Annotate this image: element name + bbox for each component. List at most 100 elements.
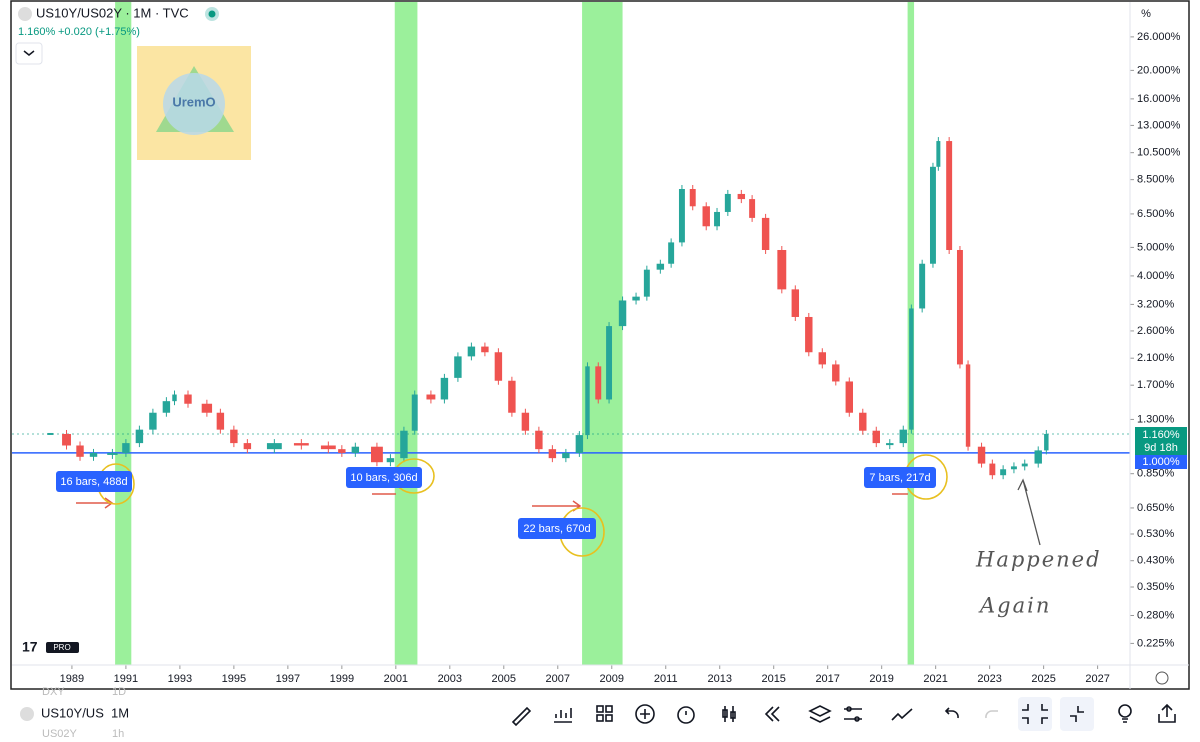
- x-tick-label: 1991: [114, 673, 138, 685]
- logo-circle: [163, 73, 225, 135]
- candle-body: [411, 394, 418, 431]
- y-tick-label: 0.530%: [1137, 528, 1175, 540]
- toolbar-icons[interactable]: [511, 697, 1176, 731]
- y-tick-label: 20.000%: [1137, 64, 1181, 76]
- tv-logo: 17: [22, 639, 38, 655]
- x-tick-label: 2025: [1031, 673, 1055, 685]
- toolbar-interval[interactable]: 1M: [111, 705, 129, 720]
- x-tick-label: 2011: [654, 673, 678, 685]
- candle-body: [76, 445, 84, 457]
- toolbar-symbol[interactable]: US10Y/US: [41, 705, 104, 720]
- candle-body: [965, 364, 971, 447]
- x-tick-label: 1999: [330, 673, 354, 685]
- candle-body: [1021, 463, 1028, 467]
- line-price-box: [1135, 455, 1187, 469]
- measure-label: 7 bars, 217d: [869, 472, 930, 484]
- candle-body: [370, 446, 383, 463]
- candle-body: [929, 166, 936, 264]
- candle-body: [1034, 450, 1042, 464]
- candle-body: [1000, 469, 1007, 476]
- candle-body: [62, 433, 71, 446]
- candle-body: [575, 435, 584, 453]
- candle-body: [1044, 433, 1049, 451]
- y-tick-label: 0.225%: [1137, 637, 1175, 649]
- chevron: [23, 50, 35, 56]
- candle-body: [454, 356, 462, 378]
- candle-body: [201, 403, 213, 413]
- y-tick-label: 10.500%: [1137, 147, 1181, 159]
- measure-label: 22 bars, 670d: [523, 523, 590, 535]
- candle-body: [989, 463, 996, 476]
- last-price-box: [1135, 427, 1187, 455]
- price: 1.160%: [18, 26, 56, 38]
- candle-body: [909, 308, 914, 430]
- ghost-text: 1h: [112, 728, 124, 737]
- y-tick-label: 6.500%: [1137, 208, 1175, 220]
- candle-body: [1010, 466, 1017, 470]
- symbol-title[interactable]: US10Y/US02Y · 1M · TVC: [36, 5, 189, 20]
- candle-body: [632, 296, 640, 301]
- y-tick-label: 0.650%: [1137, 502, 1175, 514]
- candle-body: [216, 412, 225, 430]
- highlight-band: [115, 2, 132, 665]
- candle-body: [618, 300, 627, 327]
- x-tick-label: 2023: [977, 673, 1001, 685]
- candle-body: [562, 452, 570, 459]
- candle-body: [135, 429, 144, 444]
- candle-body: [845, 381, 853, 413]
- collapse-button[interactable]: [15, 42, 43, 65]
- note-line: Happened: [975, 548, 1102, 572]
- y-tick-label: 4.000%: [1137, 270, 1175, 282]
- y-tick-label: 0.350%: [1137, 581, 1175, 593]
- candle-body: [977, 446, 986, 464]
- candle-body: [293, 443, 309, 446]
- y-tick-label: 0.280%: [1137, 609, 1175, 621]
- candle-body: [481, 346, 489, 353]
- y-tick-label: 0.850%: [1137, 468, 1175, 480]
- x-tick-label: 2015: [761, 673, 785, 685]
- candle-body: [595, 366, 602, 400]
- candle-body: [338, 449, 346, 453]
- symbol-icon: [18, 7, 32, 21]
- candle-body: [724, 193, 731, 212]
- candle-body: [919, 263, 926, 309]
- measure-label: 16 bars, 488d: [60, 476, 127, 488]
- highlight-band: [394, 2, 418, 665]
- pro-text: PRO: [53, 643, 70, 652]
- candle-body: [737, 193, 746, 200]
- x-tick-label: 1995: [222, 673, 246, 685]
- y-tick-label: 2.100%: [1137, 352, 1175, 364]
- candle-body: [946, 141, 953, 250]
- candle-body: [805, 316, 813, 353]
- candle-body: [899, 429, 907, 444]
- change: +0.020 (+1.75%): [58, 26, 140, 38]
- line-price: 1.000%: [1142, 456, 1180, 468]
- candle-body: [656, 263, 665, 270]
- candle-body: [467, 346, 476, 357]
- candle-body: [149, 412, 157, 430]
- candle-body: [351, 446, 360, 453]
- ghost-text: DXY: [42, 686, 65, 698]
- y-tick-label: 16.000%: [1137, 93, 1181, 105]
- candle-body: [702, 206, 710, 227]
- candle-body: [585, 366, 590, 436]
- candle-body: [761, 217, 770, 250]
- y-tick-label: 3.200%: [1137, 298, 1175, 310]
- candle-body: [956, 249, 963, 365]
- note-arrow: [1017, 478, 1041, 546]
- candle-body: [184, 394, 192, 404]
- measure-label: 10 bars, 306d: [350, 472, 417, 484]
- y-tick-label: 0.430%: [1137, 555, 1175, 567]
- last-price: 1.160%: [1142, 429, 1180, 441]
- note-line: Again: [978, 594, 1051, 618]
- candle-body: [832, 364, 840, 382]
- candle-body: [400, 430, 408, 459]
- candle-body: [266, 443, 282, 450]
- settings-icon[interactable]: [1155, 671, 1169, 685]
- x-tick-label: 1997: [276, 673, 300, 685]
- highlight-band: [582, 2, 623, 665]
- measure-box: [346, 467, 422, 488]
- x-tick-label: 2009: [600, 673, 624, 685]
- y-tick-label: 5.000%: [1137, 241, 1175, 253]
